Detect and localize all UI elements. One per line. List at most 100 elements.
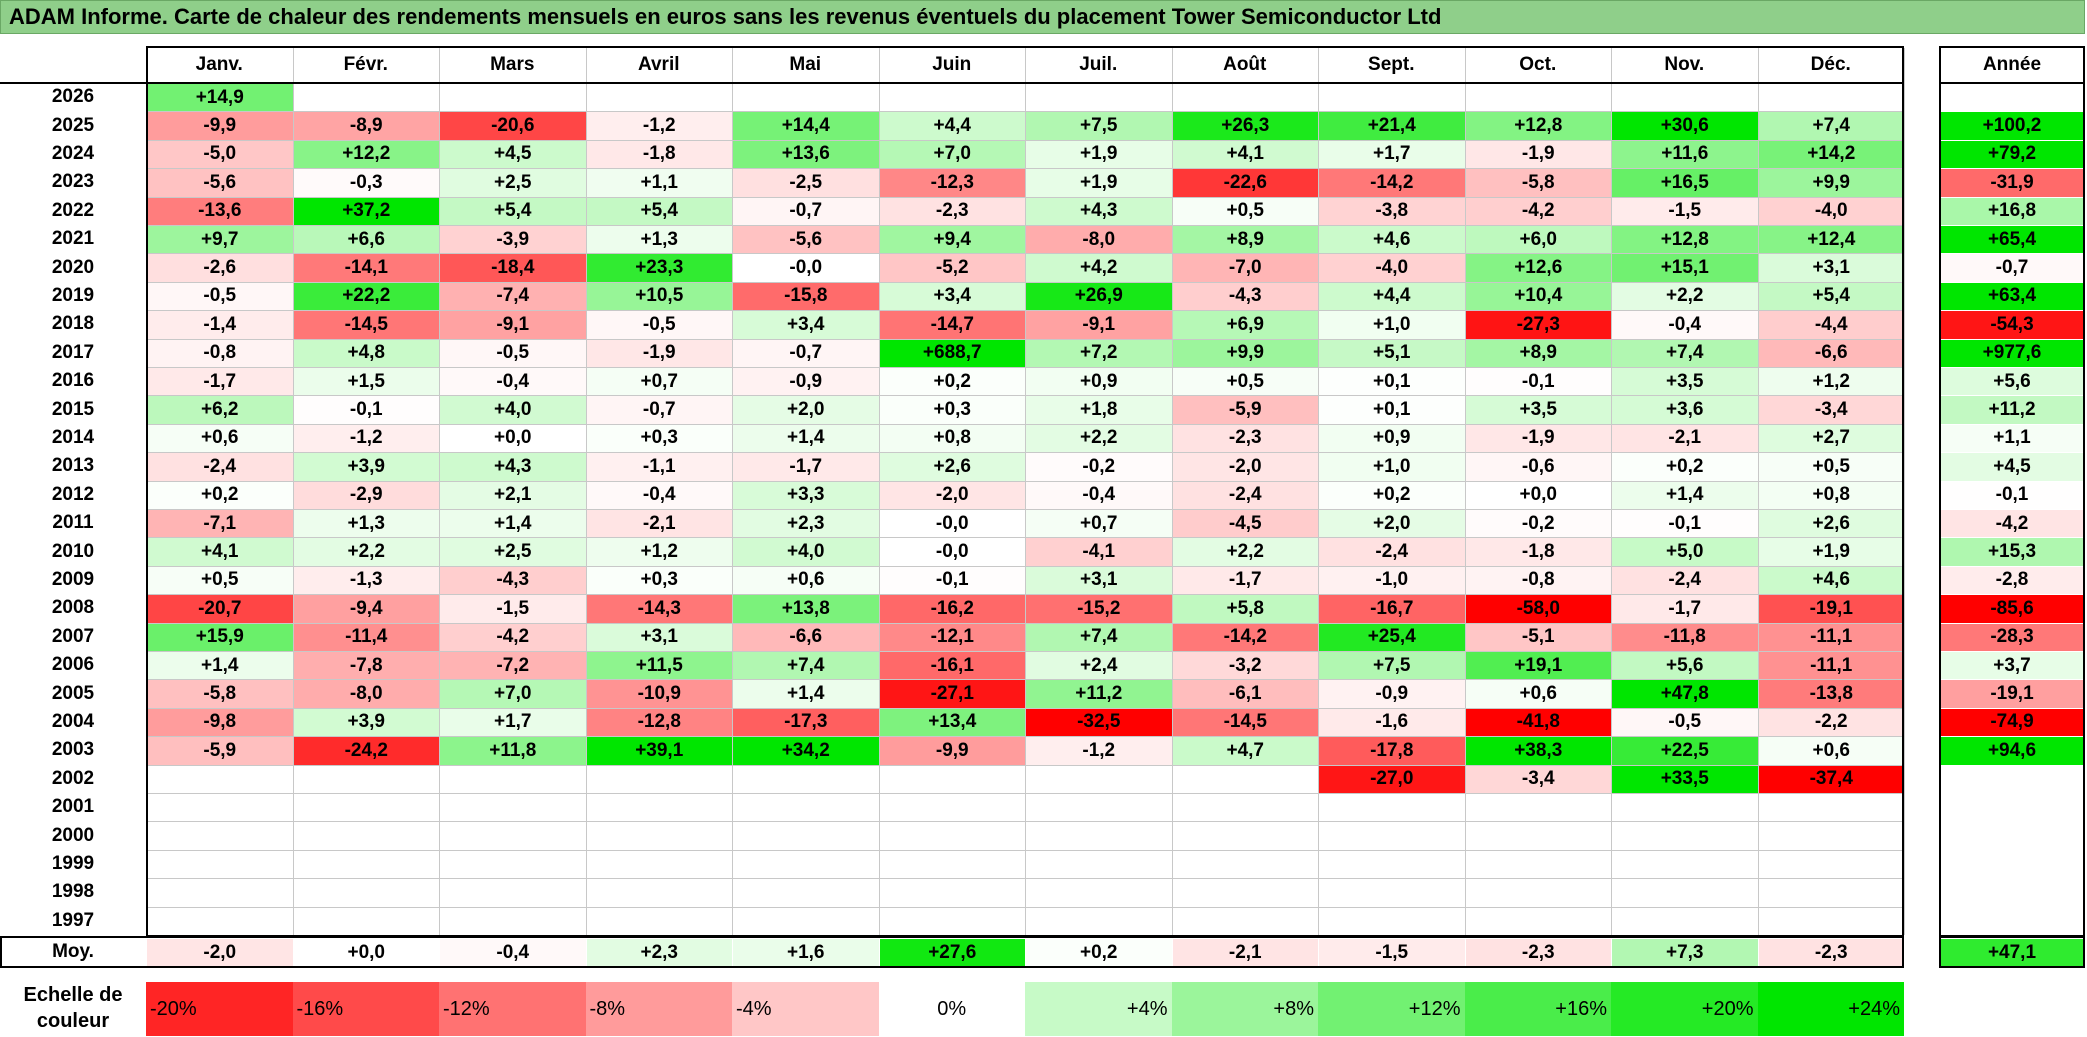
- heatmap-cell: -15,8: [733, 282, 879, 311]
- heatmap-cell: +11,6: [1612, 140, 1758, 169]
- heatmap-cell: -2,1: [586, 510, 732, 538]
- average-cell: -1,5: [1319, 939, 1465, 966]
- heatmap-cell: -1,0: [1319, 566, 1465, 595]
- heatmap-cell: -17,3: [733, 708, 879, 737]
- heatmap-cell: +34,2: [733, 737, 879, 765]
- grid-line: [1171, 48, 1173, 935]
- year-label: 2010: [51, 540, 95, 562]
- heatmap-cell: -1,7: [1172, 566, 1318, 595]
- heatmap-cell: -14,1: [293, 254, 439, 282]
- heatmap-cell: -2,3: [1172, 424, 1318, 453]
- grid-line: [146, 622, 1904, 624]
- heatmap-cell: -9,4: [293, 595, 439, 623]
- heatmap-cell: -2,0: [1172, 453, 1318, 481]
- heatmap-cell: -16,1: [879, 652, 1025, 680]
- average-cell: -2,3: [1465, 939, 1611, 966]
- heatmap-cell: +11,5: [586, 652, 732, 680]
- heatmap-cell: -16,2: [879, 595, 1025, 623]
- heatmap-cell: +26,3: [1172, 112, 1318, 140]
- heatmap-cell: -0,4: [586, 481, 732, 509]
- heatmap-cell: -1,9: [586, 339, 732, 367]
- year-label: 2020: [51, 256, 95, 278]
- grid-line: [146, 225, 1904, 226]
- year-label: 2003: [51, 739, 95, 761]
- year-label: 1998: [51, 881, 95, 903]
- heatmap-cell: +0,1: [1319, 368, 1465, 396]
- year-label: 2009: [51, 568, 95, 590]
- heatmap-cell: -2,5: [733, 169, 879, 197]
- year-total-cell: -4,2: [1940, 510, 2084, 538]
- average-label: Moy.: [52, 941, 94, 962]
- heatmap-cell: -20,6: [440, 112, 586, 140]
- grid-line: [146, 821, 1904, 823]
- heatmap-cell: +11,2: [1026, 680, 1172, 708]
- month-header: Juil.: [1079, 53, 1118, 75]
- heatmap-cell: +9,7: [147, 226, 293, 254]
- grid-line: [146, 367, 1904, 368]
- heatmap-cell: +5,4: [586, 197, 732, 225]
- heatmap-cell: +14,9: [147, 84, 293, 112]
- heatmap-cell: +30,6: [1612, 112, 1758, 140]
- heatmap-cell: +4,5: [440, 140, 586, 169]
- heatmap-cell: -4,1: [1026, 538, 1172, 566]
- heatmap-cell: +2,2: [1612, 282, 1758, 311]
- month-header: Mars: [490, 53, 535, 75]
- heatmap-cell: -7,4: [440, 282, 586, 311]
- heatmap-cell: +3,6: [1612, 396, 1758, 424]
- heatmap-cell: +2,6: [879, 453, 1025, 481]
- grid-line: [439, 48, 440, 935]
- heatmap-cell: -14,2: [1172, 623, 1318, 651]
- heatmap-cell: -11,1: [1758, 623, 1904, 651]
- heatmap-cell: -1,7: [1612, 595, 1758, 623]
- color-scale-swatch: 0%: [878, 982, 1025, 1036]
- year-label: 2000: [51, 824, 95, 846]
- year-label: 2023: [51, 171, 95, 193]
- year-label: 1999: [51, 852, 95, 874]
- heatmap-cell: +8,9: [1172, 226, 1318, 254]
- heatmap-cell: +3,9: [293, 708, 439, 737]
- heatmap-cell: +2,7: [1758, 424, 1904, 453]
- heatmap-cell: +6,0: [1465, 226, 1611, 254]
- year-label: 2016: [51, 370, 95, 392]
- year-label: 2011: [52, 512, 94, 534]
- heatmap-cell: -4,2: [440, 623, 586, 651]
- month-header: Juin: [932, 53, 972, 75]
- heatmap-cell: +688,7: [879, 339, 1025, 367]
- heatmap-cell: +0,5: [1758, 453, 1904, 481]
- heatmap-cell: +3,3: [733, 481, 879, 509]
- heatmap-cell: -11,1: [1758, 652, 1904, 680]
- heatmap-cell: +7,4: [733, 652, 879, 680]
- year-total-cell: +11,2: [1940, 396, 2084, 424]
- heatmap-cell: +0,6: [733, 566, 879, 595]
- year-label: 2006: [51, 654, 95, 676]
- heatmap-cell: -15,2: [1026, 595, 1172, 623]
- heatmap-cell: -9,1: [440, 311, 586, 339]
- heatmap-cell: -5,8: [1465, 169, 1611, 197]
- year-total-cell: -0,1: [1940, 481, 2084, 509]
- color-scale-swatch: +20%: [1611, 982, 1758, 1036]
- heatmap-cell: +4,8: [293, 339, 439, 367]
- average-cell: +27,6: [879, 939, 1025, 966]
- heatmap-cell: +1,7: [440, 708, 586, 737]
- grid-line: [146, 480, 1904, 482]
- heatmap-cell: -11,8: [1612, 623, 1758, 651]
- heatmap-cell: +2,3: [733, 510, 879, 538]
- heatmap-cell: -14,5: [1172, 708, 1318, 737]
- heatmap-cell: -18,4: [440, 254, 586, 282]
- grid-line: [1611, 48, 1612, 935]
- heatmap-cell: +5,1: [1319, 339, 1465, 367]
- heatmap-cell: +1,9: [1758, 538, 1904, 566]
- grid-line: [146, 707, 1904, 709]
- heatmap-cell: +7,4: [1612, 339, 1758, 367]
- heatmap-cell: +4,6: [1758, 566, 1904, 595]
- heatmap-cell: +2,2: [1026, 424, 1172, 453]
- year-total-cell: -54,3: [1940, 311, 2084, 339]
- heatmap-cell: -27,3: [1465, 311, 1611, 339]
- heatmap-cell: -0,7: [586, 396, 732, 424]
- year-total-cell: -28,3: [1940, 623, 2084, 651]
- heatmap-cell: +1,0: [1319, 311, 1465, 339]
- heatmap-cell: -5,8: [147, 680, 293, 708]
- heatmap-cell: +0,8: [1758, 481, 1904, 509]
- grid-line: [146, 196, 1904, 198]
- heatmap-cell: +22,2: [293, 282, 439, 311]
